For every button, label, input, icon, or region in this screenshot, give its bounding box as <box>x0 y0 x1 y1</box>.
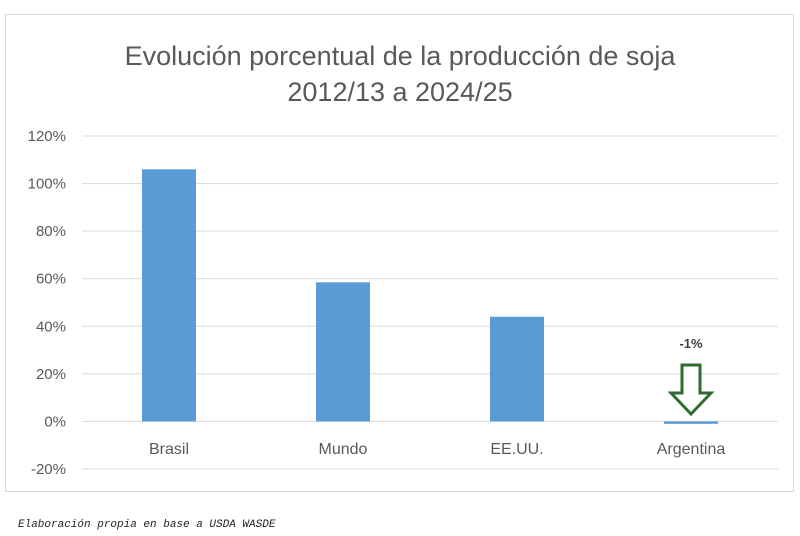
arrow-down-icon <box>667 363 715 417</box>
chart-title-line-1: Evolución porcentual de la producción de… <box>124 41 676 71</box>
y-tick-label: -20% <box>31 461 66 478</box>
bar <box>490 316 544 422</box>
y-tick-label: 120% <box>28 128 66 145</box>
chart-title: Evolución porcentual de la producción de… <box>0 38 800 110</box>
bar <box>142 169 196 422</box>
category-label: Argentina <box>657 441 726 458</box>
y-tick-label: 60% <box>36 271 66 288</box>
bar <box>664 421 718 424</box>
chart-frame <box>5 14 794 492</box>
y-tick-label: 40% <box>36 318 66 335</box>
y-tick-label: 100% <box>28 176 66 193</box>
category-label: Mundo <box>319 441 368 458</box>
y-tick-label: 80% <box>36 223 66 240</box>
source-note: Elaboración propia en base a USDA WASDE <box>18 519 276 531</box>
annotation-label: -1% <box>679 336 703 351</box>
chart-title-line-2: 2012/13 a 2024/25 <box>287 77 513 107</box>
category-label: EE.UU. <box>490 441 543 458</box>
y-tick-label: 20% <box>36 366 66 383</box>
bar <box>316 282 370 422</box>
y-tick-label: 0% <box>44 413 66 430</box>
category-label: Brasil <box>149 441 189 458</box>
